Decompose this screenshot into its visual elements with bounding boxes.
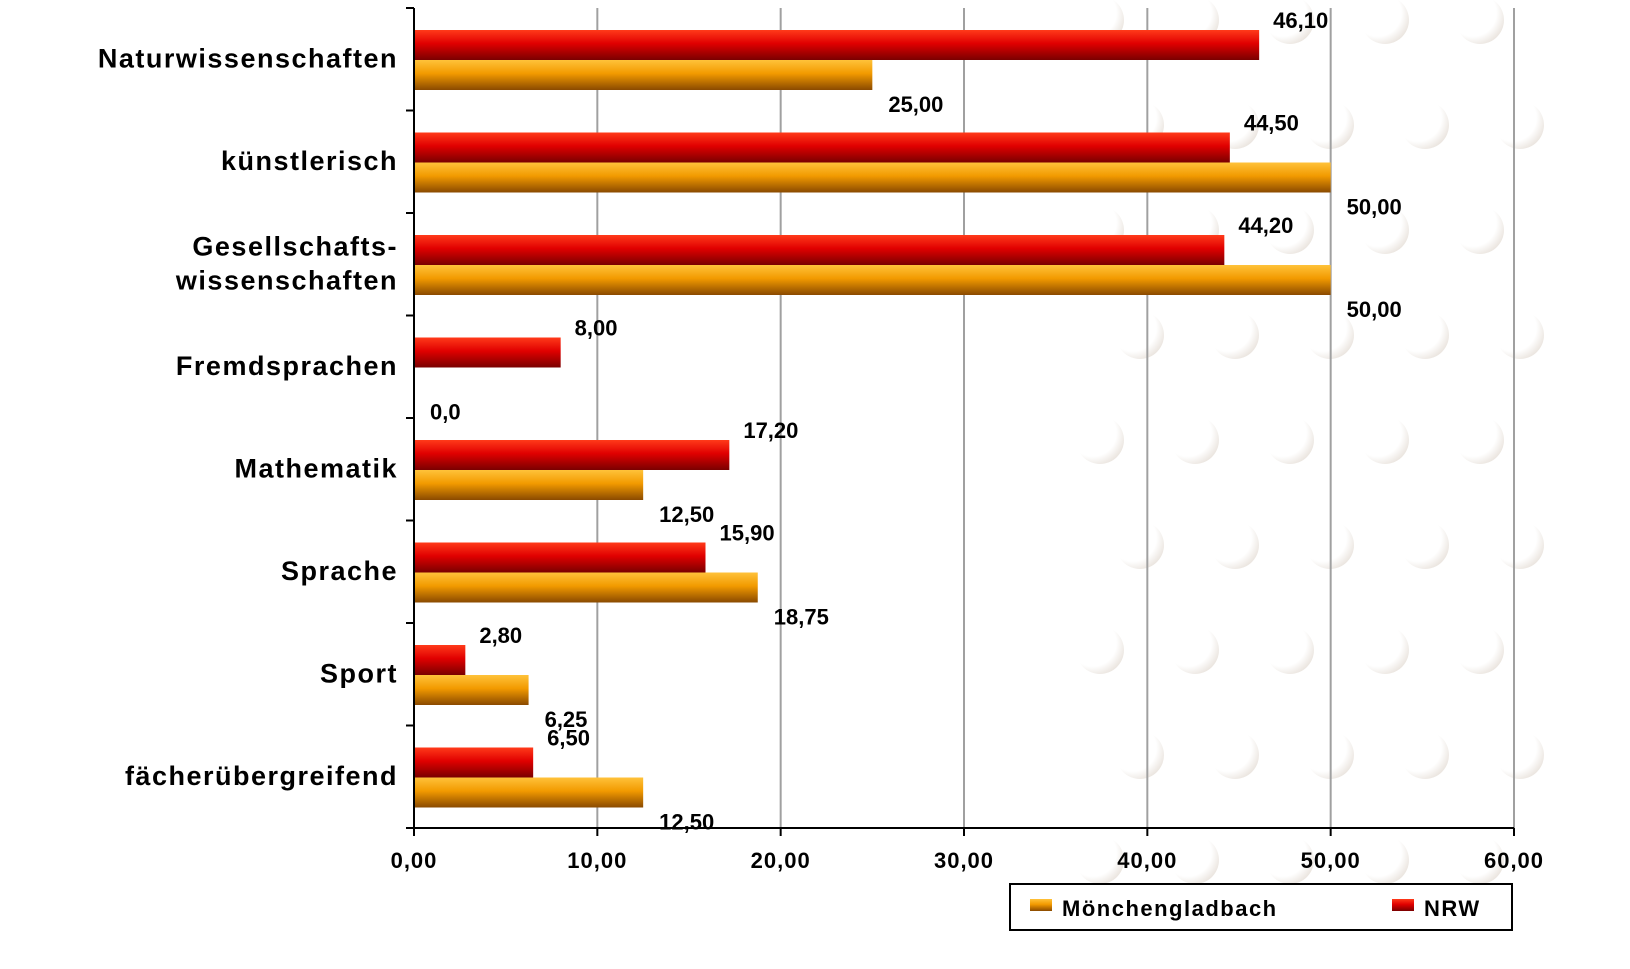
bar-nrw	[414, 30, 1260, 60]
background-dot	[1401, 521, 1449, 569]
x-tick-label: 40,00	[1117, 848, 1177, 873]
data-label: 6,50	[547, 726, 590, 751]
category-label: wissenschaften	[175, 265, 398, 295]
background-dot	[1266, 0, 1314, 44]
bar-mgladbach	[414, 675, 529, 705]
category-label: Sport	[320, 658, 398, 688]
background-dot	[1361, 416, 1409, 464]
bar-nrw	[414, 132, 1230, 163]
background-dot	[1361, 0, 1409, 44]
bars	[414, 30, 1331, 808]
bar-mgladbach	[414, 470, 644, 500]
x-tick-label: 50,00	[1301, 848, 1361, 873]
legend-label: Mönchengladbach	[1062, 896, 1278, 921]
background-dot	[1266, 626, 1314, 674]
background-dot	[1496, 731, 1544, 779]
background-dot	[1496, 521, 1544, 569]
x-tick-label: 10,00	[567, 848, 627, 873]
legend-swatch	[1030, 899, 1052, 911]
background-dot	[1361, 626, 1409, 674]
x-tick-label: 30,00	[934, 848, 994, 873]
background-dot	[1211, 731, 1259, 779]
axes	[406, 7, 1515, 836]
legend-swatch	[1392, 899, 1414, 911]
bar-mgladbach	[414, 162, 1331, 193]
data-label: 44,50	[1244, 111, 1299, 136]
data-label: 12,50	[659, 810, 714, 835]
background-dot	[1171, 836, 1219, 884]
category-label: Gesellschafts-	[192, 231, 398, 261]
background-dot	[1076, 416, 1124, 464]
background-dot	[1266, 206, 1314, 254]
x-tick-label: 0,00	[391, 848, 438, 873]
data-label: 12,50	[659, 502, 714, 527]
category-label: Naturwissenschaften	[98, 43, 398, 73]
bar-nrw	[414, 542, 706, 573]
background-dot	[1456, 626, 1504, 674]
legend-box	[1009, 883, 1513, 931]
bar-nrw	[414, 440, 730, 470]
data-label: 8,00	[575, 316, 618, 341]
background-dot	[1456, 0, 1504, 44]
background-dot	[1266, 416, 1314, 464]
legend: Mönchengladbach NRW	[1009, 883, 1513, 931]
bar-nrw	[414, 747, 534, 778]
background-dot	[1116, 311, 1164, 359]
data-label: 18,75	[774, 605, 829, 630]
background-dot	[1496, 101, 1544, 149]
x-tick-label: 20,00	[751, 848, 811, 873]
background-dot	[1171, 626, 1219, 674]
background-dot	[1456, 836, 1504, 884]
category-label: künstlerisch	[221, 146, 398, 176]
background-dot	[1171, 416, 1219, 464]
category-label: fächerübergreifend	[125, 761, 398, 791]
background-dot	[1401, 731, 1449, 779]
background-dot	[1361, 206, 1409, 254]
background-dot	[1076, 836, 1124, 884]
category-label: Fremdsprachen	[176, 351, 398, 381]
bar-mgladbach	[414, 265, 1331, 295]
data-label: 44,20	[1238, 213, 1293, 238]
background-dot	[1116, 521, 1164, 569]
bar-nrw	[414, 645, 466, 675]
background-dot	[1456, 206, 1504, 254]
data-label: 25,00	[888, 92, 943, 117]
data-label: 17,20	[743, 418, 798, 443]
legend-label: NRW	[1424, 896, 1481, 921]
background-dot	[1076, 626, 1124, 674]
background-dot	[1361, 836, 1409, 884]
background-dot	[1401, 101, 1449, 149]
data-label: 15,90	[720, 521, 775, 546]
background-dot	[1211, 521, 1259, 569]
background-dot	[1211, 311, 1259, 359]
data-label: 0,0	[430, 400, 461, 425]
bar-nrw	[414, 235, 1225, 265]
bar-mgladbach	[414, 572, 758, 603]
bar-mgladbach	[414, 777, 644, 808]
category-label: Sprache	[281, 556, 398, 586]
background-dot	[1456, 416, 1504, 464]
data-label: 6,25	[545, 707, 588, 732]
data-label: 46,10	[1273, 8, 1328, 33]
background-dot	[1266, 836, 1314, 884]
category-label: Mathematik	[234, 453, 398, 483]
background-dot	[1116, 731, 1164, 779]
data-label: 50,00	[1347, 195, 1402, 220]
background-dot	[1401, 311, 1449, 359]
bar-nrw	[414, 337, 561, 368]
data-label: 50,00	[1347, 297, 1402, 322]
labels: 46,10 25,00 Naturwissenschaften 44,50 50,00 k…	[98, 8, 1544, 873]
data-label: 2,80	[479, 623, 522, 648]
x-tick-label: 60,00	[1484, 848, 1544, 873]
bar-mgladbach	[414, 60, 873, 90]
background-dot	[1496, 311, 1544, 359]
